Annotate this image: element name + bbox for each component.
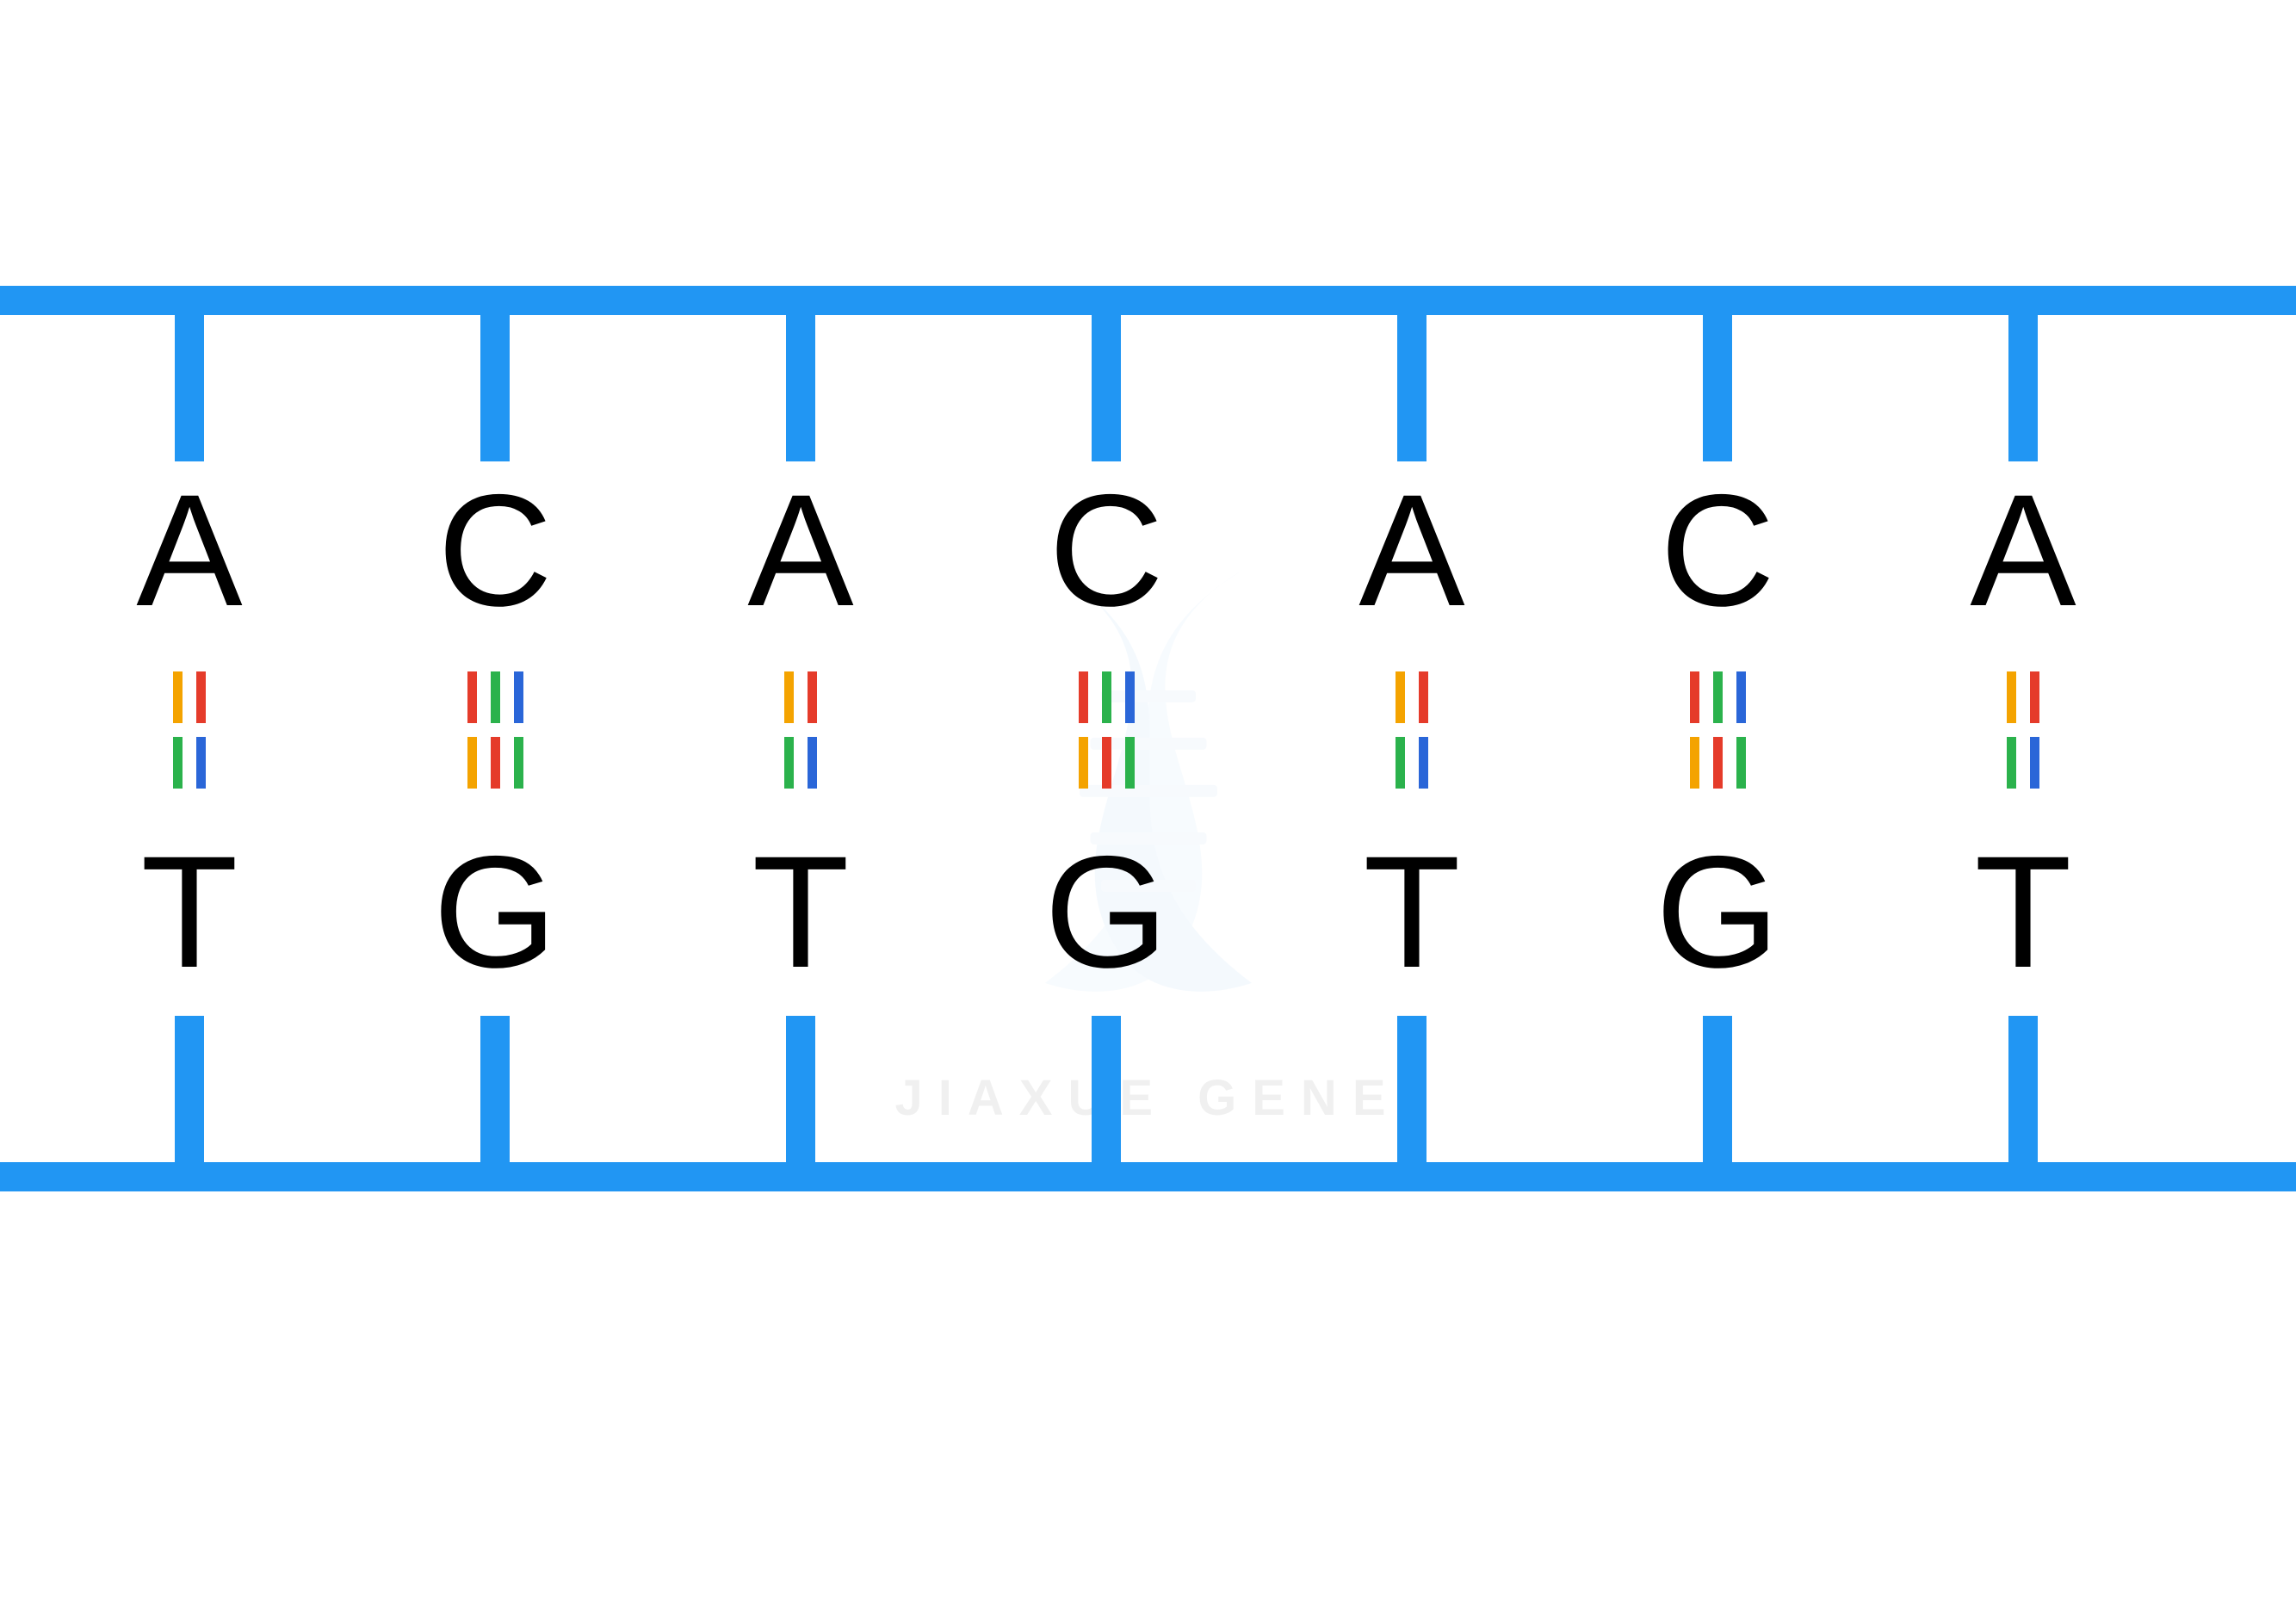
hbond-bar — [1125, 737, 1135, 789]
hbond-bar — [2007, 737, 2016, 789]
hbond-bar — [1419, 671, 1428, 723]
hbond-bar — [2030, 737, 2039, 789]
stem-top — [786, 315, 815, 461]
stem-top — [1092, 315, 1121, 461]
hbond-bar — [173, 671, 183, 723]
backbone-top — [0, 286, 2296, 315]
dna-diagram: JIAXUE GENE ATCGATCGATCGAT — [0, 0, 2296, 1621]
hbond-bar — [1690, 737, 1699, 789]
stem-top — [1397, 315, 1426, 461]
stem-top — [480, 315, 510, 461]
stem-top — [175, 315, 204, 461]
base-bottom: G — [1655, 821, 1779, 1004]
watermark-text: JIAXUE GENE — [895, 1068, 1402, 1126]
base-top: A — [1358, 460, 1464, 642]
stem-top — [2008, 315, 2038, 461]
base-bottom: T — [752, 821, 849, 1004]
base-bottom: T — [1363, 821, 1460, 1004]
base-top: A — [747, 460, 853, 642]
base-top: C — [1660, 460, 1775, 642]
hbond-bar — [196, 671, 206, 723]
hbond-bar — [808, 737, 817, 789]
hbond-bar — [1690, 671, 1699, 723]
hbond-bar — [173, 737, 183, 789]
base-bottom: T — [1974, 821, 2071, 1004]
stem-bottom — [480, 1016, 510, 1162]
base-bottom: T — [140, 821, 238, 1004]
hbond-bar — [491, 737, 500, 789]
hbond-bar — [514, 737, 523, 789]
base-top: C — [437, 460, 553, 642]
stem-top — [1703, 315, 1732, 461]
hbond-bar — [196, 737, 206, 789]
stem-bottom — [1092, 1016, 1121, 1162]
base-bottom: G — [1044, 821, 1168, 1004]
base-bottom: G — [433, 821, 557, 1004]
hbond-bar — [514, 671, 523, 723]
hbond-bar — [1736, 737, 1746, 789]
hbond-bar — [1079, 737, 1088, 789]
hbond-bar — [1419, 737, 1428, 789]
hbond-bar — [467, 671, 477, 723]
hbond-bar — [467, 737, 477, 789]
backbone-bottom — [0, 1162, 2296, 1191]
hbond-bar — [808, 671, 817, 723]
stem-bottom — [2008, 1016, 2038, 1162]
hbond-bar — [1736, 671, 1746, 723]
hbond-bar — [1713, 737, 1723, 789]
hbond-bar — [2030, 671, 2039, 723]
hbond-bar — [1713, 671, 1723, 723]
hbond-bar — [491, 671, 500, 723]
base-top: C — [1049, 460, 1164, 642]
hbond-bar — [784, 737, 794, 789]
stem-bottom — [1397, 1016, 1426, 1162]
hbond-bar — [1079, 671, 1088, 723]
base-top: A — [1970, 460, 2076, 642]
hbond-bar — [1396, 671, 1405, 723]
hbond-bar — [784, 671, 794, 723]
stem-bottom — [786, 1016, 815, 1162]
base-top: A — [136, 460, 242, 642]
stem-bottom — [1703, 1016, 1732, 1162]
hbond-bar — [1102, 737, 1111, 789]
stem-bottom — [175, 1016, 204, 1162]
hbond-bar — [1102, 671, 1111, 723]
hbond-bar — [2007, 671, 2016, 723]
hbond-bar — [1125, 671, 1135, 723]
hbond-bar — [1396, 737, 1405, 789]
